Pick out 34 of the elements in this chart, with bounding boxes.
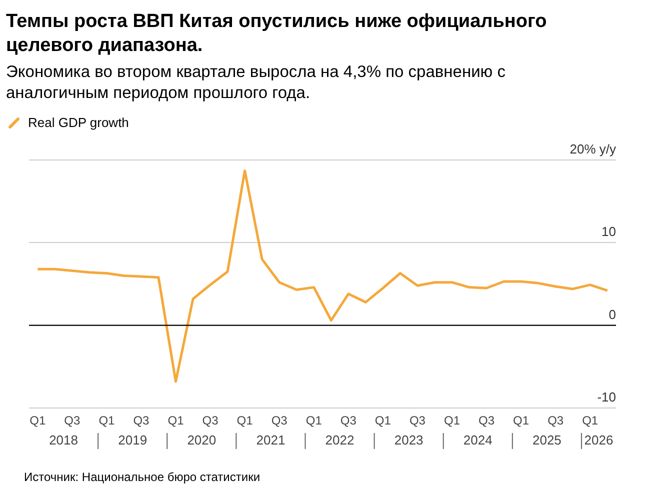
x-tick-label: Q1 (30, 414, 46, 428)
text: 2019 (118, 432, 148, 448)
x-tick-label: Q1 (513, 414, 530, 428)
x-tick-label: Q3 (548, 414, 564, 428)
y-tick-label: -10 (597, 390, 616, 405)
x-tick-label: Q3 (271, 414, 288, 428)
x-tick-label: Q3 (64, 414, 80, 428)
x-tick-label: Q1 (582, 414, 598, 428)
x-tick-label: Q1 (306, 414, 322, 428)
x-tick-label: Q1 (444, 414, 460, 428)
chart-title: Темпы роста ВВП Китая опустились ниже официального целевого диапазона. (6, 10, 548, 58)
x-tick-label: Q3 (409, 414, 426, 428)
x-tick-label: Q3 (340, 414, 357, 428)
y-tick-label: 20% y/y (570, 142, 616, 157)
x-tick-label: Q1 (236, 414, 254, 428)
text: Источник: Национальное бюро статистики (24, 470, 260, 484)
x-tick-label: Q1 (374, 414, 392, 428)
legend-label: Real GDP growth (28, 115, 129, 130)
text: 2025 (532, 432, 562, 448)
y-tick-label: 0 (608, 306, 616, 322)
x-tick-label: Q3 (478, 414, 495, 428)
chart-subtitle: Экономика во втором квартале выросла на 4,3% по сравнению с аналогичным периодом прошлого года. (6, 62, 507, 104)
text: 2024 (463, 432, 492, 448)
text: 2021 (256, 432, 286, 448)
x-tick-label: Q3 (133, 414, 150, 428)
text: 2022 (325, 432, 354, 448)
x-tick-label: Q1 (98, 414, 116, 428)
x-tick-label: Q3 (202, 414, 219, 428)
text: 2020 (187, 432, 216, 448)
x-tick-label: Q1 (168, 414, 184, 428)
text: 2026 (584, 432, 614, 448)
text: 2023 (394, 432, 424, 448)
text: 2018 (49, 432, 78, 448)
y-tick-label: 10 (602, 224, 616, 240)
